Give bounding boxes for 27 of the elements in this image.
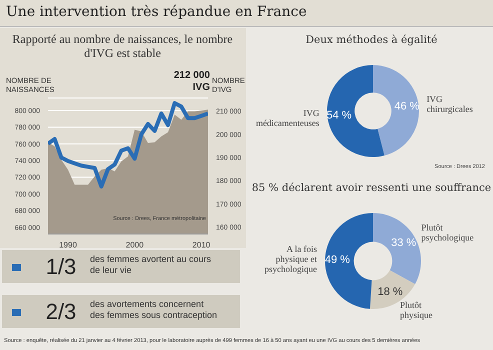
slice-label: IVG médicamenteuses [256, 108, 320, 128]
x-tick-label: 2000 [126, 240, 144, 250]
x-tick-label: 1990 [59, 240, 78, 250]
slice-label: Plutôt psychologique [421, 222, 474, 242]
chart-title: 85 % déclarent avoir ressenti une souffrance [250, 182, 492, 194]
slice-label: A la fois physique et psychologique [264, 244, 318, 274]
data-label: 33 % [391, 236, 416, 249]
line-series [48, 101, 208, 189]
text: 212 000 IVG [172, 70, 210, 94]
text: Une intervention très répandue en France [6, 4, 307, 20]
slice-label: Plutôt physique [400, 300, 432, 320]
text: des femmes avortent au cours de leur vie [90, 254, 212, 276]
data-label: 49 % [324, 254, 350, 266]
data-label: 46 % [394, 100, 420, 113]
text: 1/3 [44, 254, 78, 280]
donut-slice [373, 65, 419, 156]
chart-title: Deux méthodes à égalité [304, 34, 438, 46]
donut-slice [325, 213, 373, 309]
x-tick-label: 2010 [192, 240, 211, 250]
data-label: 54 % [326, 109, 352, 122]
donut-slice [327, 65, 384, 157]
chart-title: Rapporté au nombre de naissances, le nombre d'IVG est stable [11, 32, 234, 60]
slice-label: IVG chirurgicales [426, 94, 474, 114]
text: des avortements concernent des femmes sous contraception [90, 299, 218, 321]
text: 2/3 [44, 299, 78, 325]
data-label: 18 % [378, 286, 403, 298]
donut-slice [373, 213, 421, 284]
